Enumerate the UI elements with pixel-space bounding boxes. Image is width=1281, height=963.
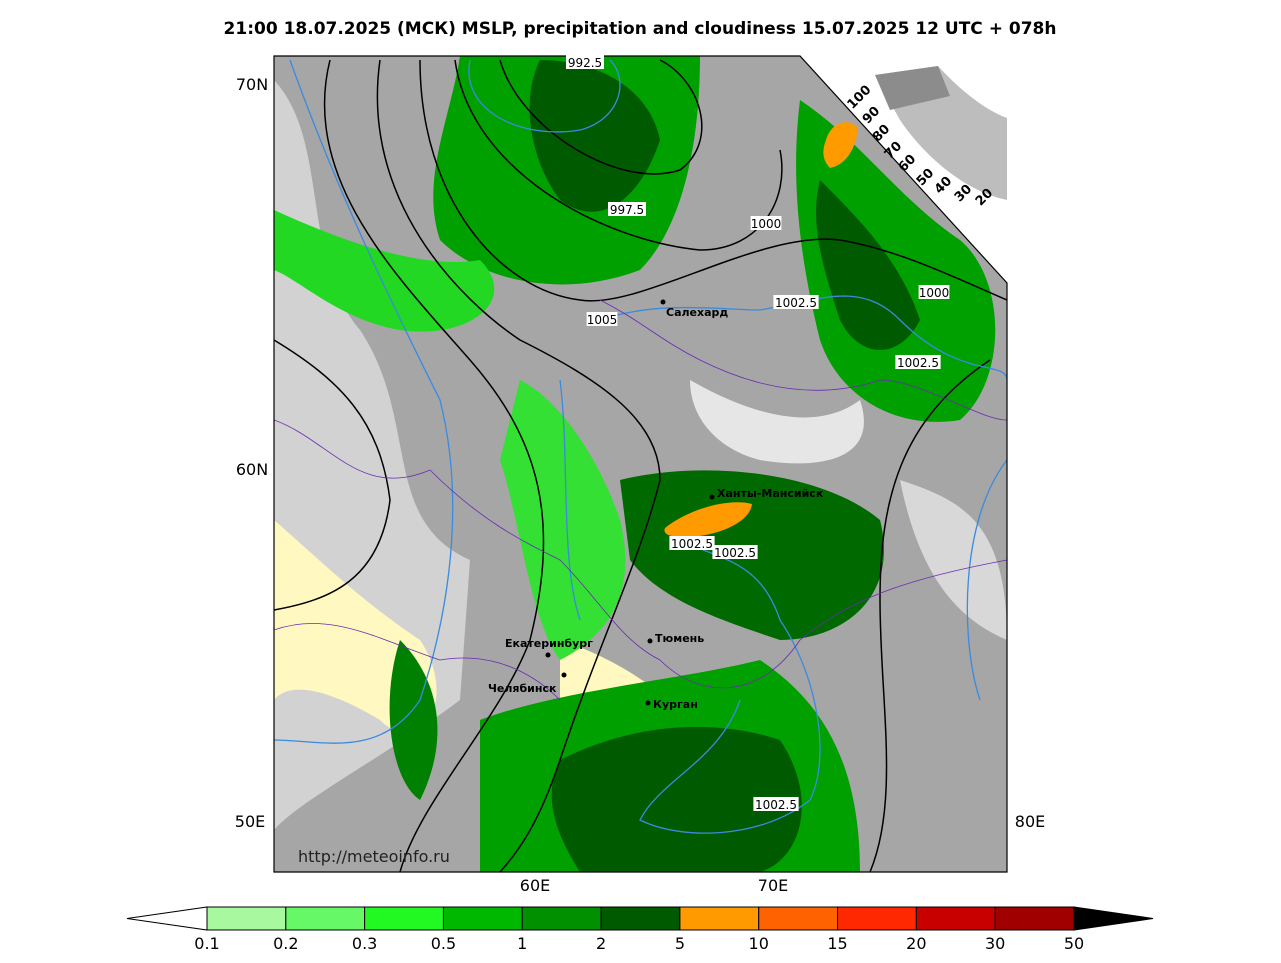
isobar-label: 1000 [751, 217, 782, 231]
isobar-label: 1002.5 [755, 798, 797, 812]
city-dot [645, 700, 651, 706]
legend-swatch [837, 906, 917, 931]
legend-label: 0.5 [431, 934, 456, 953]
cloud-scale-wedge [875, 66, 1007, 200]
legend-swatch [521, 906, 602, 931]
isobar-label-bg [669, 536, 715, 550]
isobar-label: 1000 [919, 286, 950, 300]
city-label: Екатеринбург [505, 637, 593, 650]
legend-label: 0.3 [352, 934, 377, 953]
legend-swatch [206, 906, 287, 931]
legend: 0.1 0.2 0.3 0.5 1 2 5 10 15 20 30 50 [126, 906, 1154, 953]
legend-label: 5 [675, 934, 685, 953]
isobar-label-bg [566, 55, 604, 69]
lat-label: 60N [236, 460, 268, 479]
legend-label: 2 [596, 934, 606, 953]
city-label: Ханты-Мансийск [717, 487, 824, 500]
city-dot [709, 494, 715, 500]
lon-label: 50E [235, 812, 265, 831]
isobar-label: 992.5 [568, 56, 602, 70]
city-dot [647, 638, 653, 644]
city-dot [660, 299, 666, 305]
city-label: Тюмень [655, 632, 704, 645]
legend-label: 50 [1064, 934, 1084, 953]
lat-label: 70N [236, 75, 268, 94]
legend-swatch [758, 906, 839, 931]
isobar-label-bg [773, 295, 819, 309]
legend-under-arrow [126, 906, 208, 931]
legend-label: 20 [906, 934, 926, 953]
isobar-label: 997.5 [610, 203, 644, 217]
map-field [274, 56, 1007, 872]
city-label: Челябинск [488, 682, 557, 695]
city-label: Курган [653, 698, 698, 711]
isobar-label: 1002.5 [671, 537, 713, 551]
isobar-label-bg [753, 797, 799, 811]
isobar-label-bg [918, 285, 950, 299]
legend-swatch [994, 906, 1075, 931]
legend-label: 0.2 [273, 934, 298, 953]
city-dot [561, 672, 567, 678]
lon-label: 70E [758, 876, 788, 895]
isobar-label: 1002.5 [775, 296, 817, 310]
legend-swatch [600, 906, 681, 931]
legend-over-arrow [1073, 906, 1154, 931]
isobar-label-bg [586, 312, 618, 326]
legend-label: 30 [985, 934, 1005, 953]
isobar-label-bg [712, 545, 758, 559]
legend-swatch [364, 906, 444, 931]
legend-swatch [442, 906, 523, 931]
legend-label: 0.1 [194, 934, 219, 953]
title: 21:00 18.07.2025 (МСК) MSLP, precipitati… [224, 19, 1057, 39]
lon-label: 60E [520, 876, 550, 895]
isobar-label: 1002.5 [897, 356, 939, 370]
labels: 70N 60N 50E 60E 70E 80E Салехард Ханты-Мансийск… [235, 55, 1045, 895]
city-dot [545, 652, 551, 658]
legend-swatch [285, 906, 366, 931]
lon-label: 80E [1015, 812, 1045, 831]
map-frame [273, 55, 1008, 873]
city-label: Салехард [666, 306, 728, 319]
isobar-label: 1005 [587, 313, 618, 327]
legend-label: 10 [749, 934, 769, 953]
isobar-label-bg [608, 202, 646, 216]
legend-swatch [915, 906, 996, 931]
legend-label: 15 [827, 934, 847, 953]
isobar-label-bg [750, 216, 782, 230]
isobar-label-bg [895, 355, 941, 369]
legend-swatch [679, 906, 760, 931]
source-url: http://meteoinfo.ru [298, 847, 450, 866]
legend-label: 1 [517, 934, 527, 953]
isobar-label: 1002.5 [714, 546, 756, 560]
